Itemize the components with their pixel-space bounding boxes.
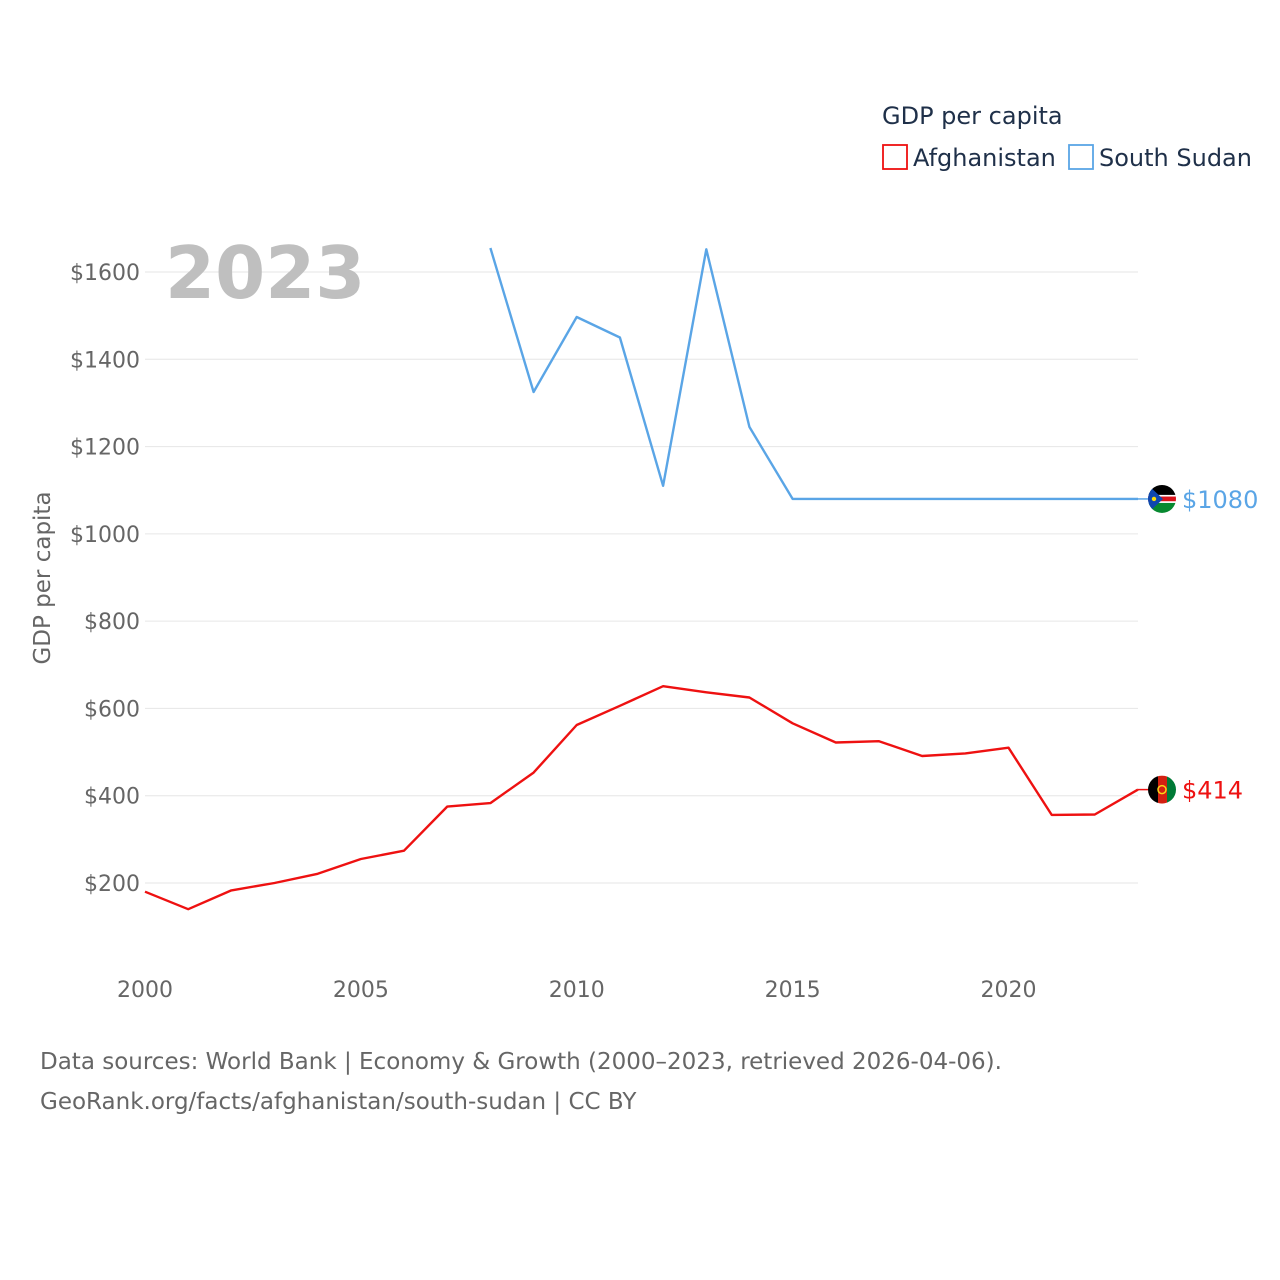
- x-tick-label-2010: 2010: [549, 978, 605, 1003]
- data-point-afghanistan-2021: [1049, 812, 1055, 818]
- data-point-afghanistan-2022: [1092, 811, 1098, 817]
- flag-afghanistan-icon: [1148, 775, 1176, 804]
- flag-fimbriation-1: [1148, 494, 1176, 497]
- x-axis-ticks: 2000 2005 2010 2015 2020: [117, 978, 1036, 1003]
- data-point-south-sudan-2019: [962, 496, 968, 502]
- flag-stripe-2: [1158, 775, 1167, 804]
- data-point-afghanistan-2002: [228, 887, 234, 893]
- data-point-afghanistan-2005: [358, 856, 364, 862]
- data-point-south-sudan-2011: [617, 334, 623, 340]
- data-point-afghanistan-2001: [185, 906, 191, 912]
- data-point-afghanistan-2010: [574, 722, 580, 728]
- data-point-south-sudan-2021: [1049, 496, 1055, 502]
- data-point-afghanistan-2015: [790, 720, 796, 726]
- source-line-1: Data sources: World Bank | Economy & Gro…: [40, 1049, 1002, 1075]
- data-point-afghanistan-2013: [703, 689, 709, 695]
- flag-star: [1151, 496, 1157, 502]
- data-point-afghanistan-2006: [401, 848, 407, 854]
- year-label: 2023: [165, 231, 365, 315]
- source-note: Data sources: World Bank | Economy & Gro…: [40, 1042, 1240, 1122]
- y-axis-title: GDP per capita: [30, 491, 56, 664]
- flag-south-sudan-body: [1148, 484, 1176, 513]
- data-point-afghanistan-2012: [660, 683, 666, 689]
- x-tick-label-2020: 2020: [980, 978, 1036, 1003]
- x-tick-label-2000: 2000: [117, 978, 173, 1003]
- flag-stripe-1: [1148, 484, 1176, 495]
- end-value-label-afghanistan: $414: [1182, 777, 1243, 805]
- data-point-south-sudan-2020: [1005, 496, 1011, 502]
- y-tick-label-1000: $1000: [70, 523, 140, 548]
- data-point-afghanistan-2011: [617, 703, 623, 709]
- data-point-afghanistan-2018: [919, 753, 925, 759]
- data-point-south-sudan-2014: [746, 424, 752, 430]
- end-markers: $414 $1080: [1138, 484, 1258, 805]
- legend-swatch-south-sudan: [1068, 144, 1094, 170]
- data-point-south-sudan-2017: [876, 496, 882, 502]
- legend-label-south-sudan: South Sudan: [1099, 144, 1252, 172]
- data-point-south-sudan-2010: [574, 314, 580, 320]
- flag-afghanistan-body: [1148, 775, 1176, 804]
- data-point-afghanistan-2019: [962, 750, 968, 756]
- data-point-afghanistan-2017: [876, 738, 882, 744]
- x-tick-label-2015: 2015: [765, 978, 821, 1003]
- data-point-south-sudan-2009: [531, 389, 537, 395]
- gridlines: [145, 271, 1138, 884]
- data-point-afghanistan-2009: [531, 770, 537, 776]
- flag-stripe-3: [1148, 502, 1176, 513]
- series-line-south-sudan: [489, 247, 1138, 501]
- flag-stripe-3: [1167, 775, 1176, 804]
- flag-stripe-1: [1148, 775, 1158, 804]
- data-point-south-sudan-2018: [919, 496, 925, 502]
- legend: GDP per capita Afghanistan South Sudan: [882, 102, 1252, 172]
- y-tick-label-200: $200: [84, 872, 140, 897]
- y-tick-label-1400: $1400: [70, 348, 140, 373]
- series-lines: [142, 245, 1139, 912]
- y-tick-label-1200: $1200: [70, 436, 140, 461]
- series-line-afghanistan: [144, 685, 1139, 911]
- data-point-afghanistan-2014: [746, 695, 752, 701]
- data-point-afghanistan-2008: [487, 800, 493, 806]
- data-point-afghanistan-2004: [315, 871, 321, 877]
- legend-swatch-afghanistan: [882, 144, 908, 170]
- x-tick-label-2005: 2005: [333, 978, 389, 1003]
- flag-emblem: [1157, 784, 1167, 795]
- flag-fimbriation-2: [1148, 501, 1176, 503]
- data-point-afghanistan-2020: [1005, 745, 1011, 751]
- y-tick-label-800: $800: [84, 610, 140, 635]
- data-point-afghanistan-2007: [444, 804, 450, 810]
- data-point-south-sudan-2008: [487, 245, 493, 251]
- y-axis-ticks: $200 $400 $600 $800 $1000 $1200 $1400 $1600: [70, 261, 140, 897]
- legend-title: GDP per capita: [882, 102, 1063, 130]
- data-point-afghanistan-2000: [142, 889, 148, 895]
- data-point-south-sudan-2016: [833, 496, 839, 502]
- data-point-afghanistan-2016: [833, 739, 839, 745]
- y-tick-label-400: $400: [84, 785, 140, 810]
- data-point-south-sudan-2022: [1092, 496, 1098, 502]
- legend-label-afghanistan: Afghanistan: [913, 144, 1056, 172]
- y-tick-label-600: $600: [84, 697, 140, 722]
- end-value-label-south-sudan: $1080: [1182, 486, 1258, 514]
- y-tick-label-1600: $1600: [70, 261, 140, 286]
- data-point-south-sudan-2015: [790, 496, 796, 502]
- flag-south-sudan-icon: [1148, 484, 1176, 513]
- data-point-afghanistan-2003: [272, 880, 278, 886]
- source-line-2: GeoRank.org/facts/afghanistan/south-suda…: [40, 1089, 637, 1115]
- data-point-south-sudan-2012: [660, 483, 666, 489]
- data-point-south-sudan-2013: [703, 246, 709, 252]
